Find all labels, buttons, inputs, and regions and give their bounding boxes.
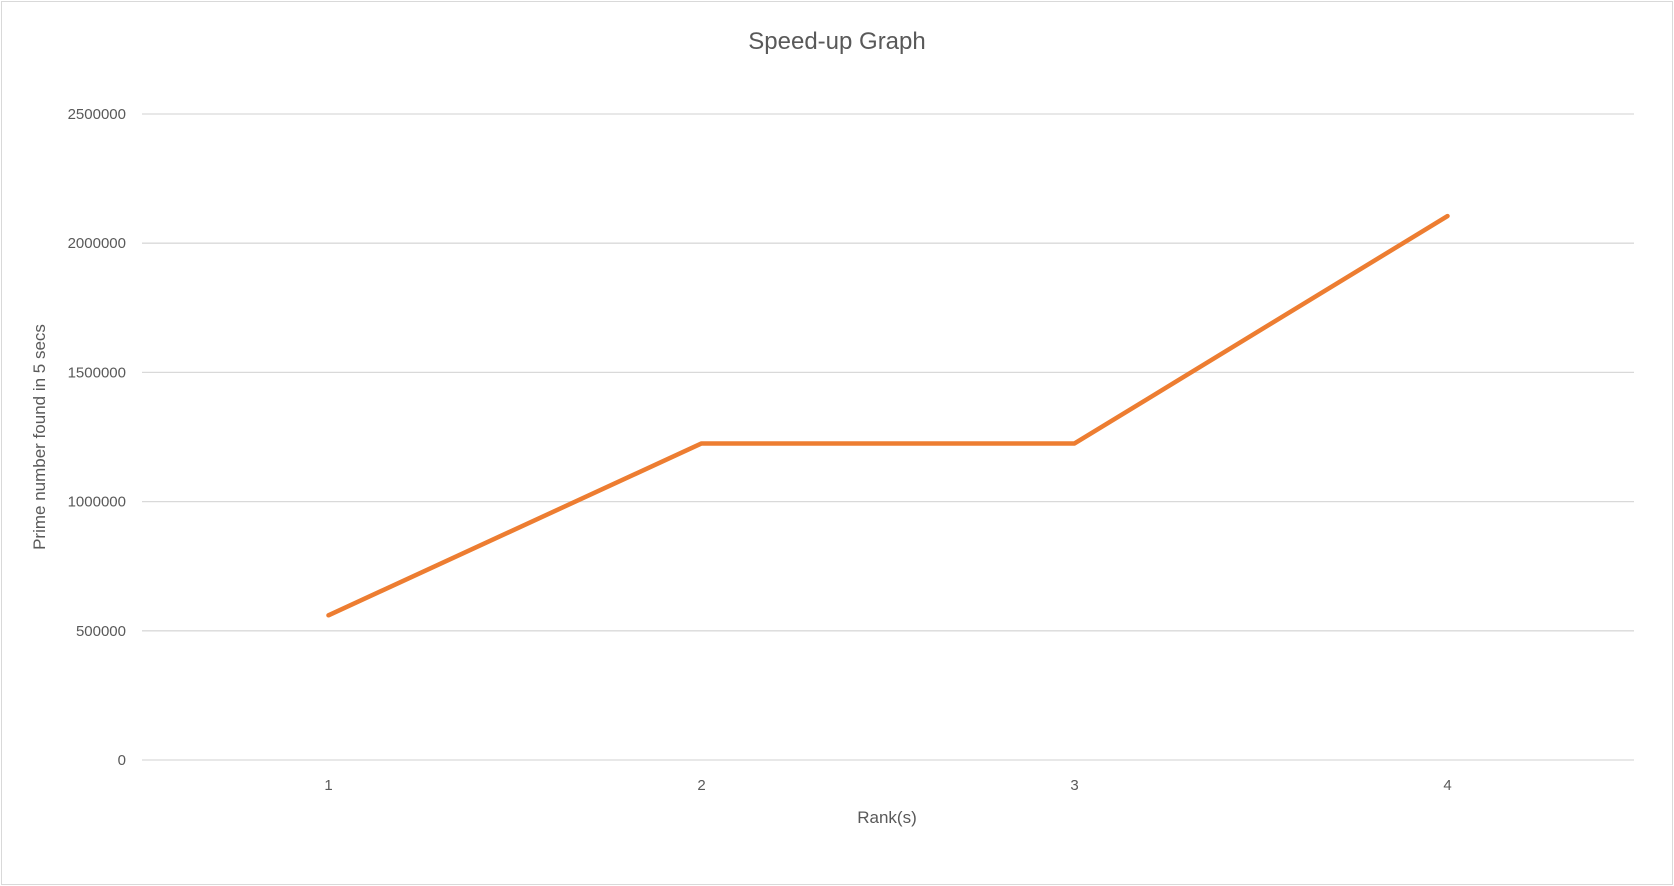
y-tick-label: 2500000 [68, 106, 126, 123]
series-layer [326, 213, 1450, 618]
chart-title: Speed-up Graph [748, 28, 925, 55]
y-axis-ticks: 0 500000 1000000 1500000 2000000 2500000 [68, 106, 126, 769]
x-tick-label: 3 [1070, 777, 1078, 794]
x-tick-label: 1 [324, 777, 332, 794]
x-axis-title: Rank(s) [857, 808, 917, 827]
y-axis-title: Prime number found in 5 secs [30, 324, 49, 550]
y-tick-label: 0 [118, 752, 126, 769]
y-tick-label: 1000000 [68, 494, 126, 511]
y-tick-label: 500000 [76, 623, 126, 640]
series-line [326, 213, 1450, 618]
x-axis-ticks: 1 2 3 4 [324, 777, 1451, 794]
x-tick-label: 2 [697, 777, 705, 794]
y-tick-label: 1500000 [68, 364, 126, 381]
gridlines [142, 113, 1634, 761]
x-tick-label: 4 [1443, 777, 1451, 794]
y-tick-label: 2000000 [68, 235, 126, 252]
